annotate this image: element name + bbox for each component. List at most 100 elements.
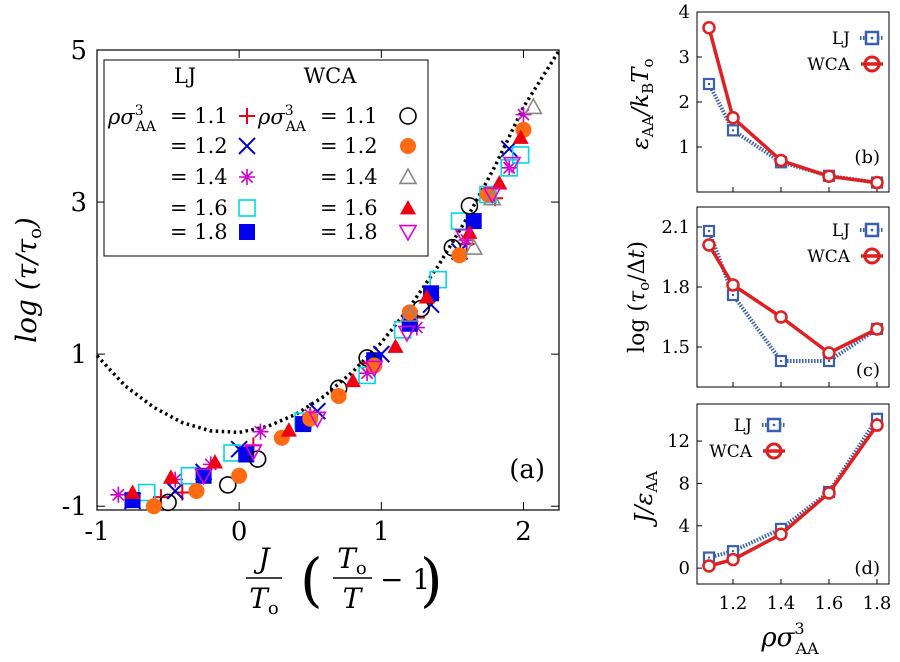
legend-marker-wca	[861, 55, 883, 73]
point-wca-1.6	[162, 469, 179, 484]
x-tick-label: 1.2	[719, 593, 748, 614]
point-wca-1.1	[460, 197, 479, 215]
point-lj-1.8	[195, 467, 212, 484]
panel-c-y-axis-label: log (τo/Δt)	[625, 241, 653, 353]
point-wca-1.6	[206, 454, 223, 469]
point-lj-1.6	[137, 483, 156, 502]
point-wca-1.4	[400, 304, 420, 322]
legend-label-wca: WCA	[709, 442, 752, 462]
point-wca-1.2	[188, 482, 205, 499]
x-tick-label: 2	[515, 517, 532, 547]
panel-d-x-axis-label: ρσ3 AA	[760, 619, 819, 658]
panel-a-frame	[96, 49, 560, 511]
legend-label-wca: WCA	[807, 55, 850, 75]
point-wca-1.8	[502, 156, 522, 174]
panel-a-legend: LJ WCA ρσ3 AA ρσ3 AA= 1.1 = 1.1= 1.2 = 1.2= 1…	[103, 59, 429, 257]
legend-label-lj: LJ	[832, 29, 850, 49]
svg-text:): )	[420, 546, 443, 614]
legend-label-wca: = 1.4	[320, 165, 378, 189]
legend-label-wca: = 1.8	[320, 220, 378, 244]
point-wca-1.2	[330, 387, 347, 404]
legend-marker-wca	[763, 442, 785, 460]
panel-c-frame	[696, 206, 890, 388]
y-tick-label: 3	[679, 47, 690, 68]
series-line-wca	[707, 27, 878, 185]
y-tick-label: 3	[70, 188, 87, 218]
panel-a: -1 0 1 2 -1 1 3 5 (a) log (τ/τo) J To ( To T − …	[10, 36, 561, 619]
y-tick-label: 12	[667, 431, 690, 452]
panel-d-label: (d)	[854, 558, 880, 579]
point-wca	[870, 418, 884, 432]
svg-text:To: To	[249, 582, 279, 619]
svg-text:To: To	[337, 542, 367, 579]
point-wca-1.6	[280, 422, 297, 437]
point-wca-1.6	[461, 224, 478, 239]
point-wca-1.2	[451, 247, 468, 264]
panel-a-label: (a)	[509, 455, 545, 485]
legend-marker-wca	[398, 167, 418, 185]
y-tick-label: 5	[70, 36, 87, 66]
point-wca-1.8	[307, 411, 327, 429]
point-wca-1.2	[145, 498, 162, 515]
point-wca-1.6	[387, 338, 404, 353]
legend-marker-wca	[398, 224, 418, 242]
point-lj-1.6	[511, 146, 530, 164]
point-wca-1.6	[344, 372, 361, 388]
point-lj-1.4	[515, 106, 532, 123]
point-lj-1.6	[180, 466, 199, 485]
panel-d-y-axis-label: J/εAA	[630, 471, 661, 528]
y-tick-label: 0	[679, 558, 690, 579]
point-lj-1.6	[500, 159, 519, 177]
panel-d-legend: LJ WCA	[709, 416, 786, 462]
legend-marker-lj	[860, 30, 884, 46]
panel-a-x-axis-label: J To ( To T − 1 )	[246, 542, 443, 619]
x-tick-label: 1.8	[863, 593, 892, 614]
legend-label-lj: LJ	[734, 416, 752, 436]
legend-marker-lj	[860, 222, 884, 238]
point-wca-1.8	[397, 325, 417, 343]
point-lj-1.4	[110, 486, 127, 503]
legend-label-lj: LJ	[832, 221, 850, 241]
point-wca-1.8	[364, 360, 384, 378]
x-tick-label: -1	[84, 517, 109, 547]
legend-header-wca: WCA	[304, 64, 358, 88]
point-wca	[726, 111, 740, 125]
point-lj-1.8	[465, 213, 482, 230]
point-wca-1.2	[231, 467, 248, 484]
point-wca-1.4	[464, 238, 484, 255]
point-wca-1.8	[454, 229, 474, 246]
y-tick-label: 1.8	[661, 277, 690, 298]
svg-text:− 1: − 1	[380, 563, 430, 596]
y-tick-label: 4	[679, 516, 690, 537]
point-lj	[774, 354, 788, 368]
x-tick-label: 1	[373, 517, 390, 547]
panel-a-y-axis-label: log (τ/τo)	[10, 217, 46, 343]
svg-text:(: (	[300, 546, 323, 614]
legend-marker-wca	[400, 138, 416, 154]
point-wca-1.6	[491, 175, 508, 190]
point-lj	[702, 77, 716, 91]
point-wca	[702, 559, 716, 573]
point-lj-1.6	[429, 270, 447, 289]
panel-c-legend: LJ WCA	[807, 221, 884, 267]
point-wca-1.6	[124, 484, 141, 499]
panel-b-y-axis-label: εAA/kBTo	[628, 58, 657, 149]
point-wca-1.8	[194, 468, 213, 486]
panel-d-frame	[696, 403, 890, 585]
point-lj	[702, 224, 716, 238]
point-wca	[726, 552, 740, 567]
point-wca	[822, 486, 836, 500]
legend-label-lj: = 1.6	[170, 196, 228, 220]
legend-marker-lj	[239, 169, 255, 185]
point-wca	[870, 322, 884, 336]
y-tick-label: 1	[70, 340, 87, 370]
panel-b-legend: LJ WCA	[807, 29, 884, 75]
point-wca	[726, 278, 740, 292]
point-wca-1.4	[524, 97, 543, 115]
point-lj-1.1	[152, 489, 169, 506]
point-wca	[870, 175, 884, 190]
x-tick-label: 1.4	[767, 593, 796, 614]
point-lj	[726, 124, 740, 137]
